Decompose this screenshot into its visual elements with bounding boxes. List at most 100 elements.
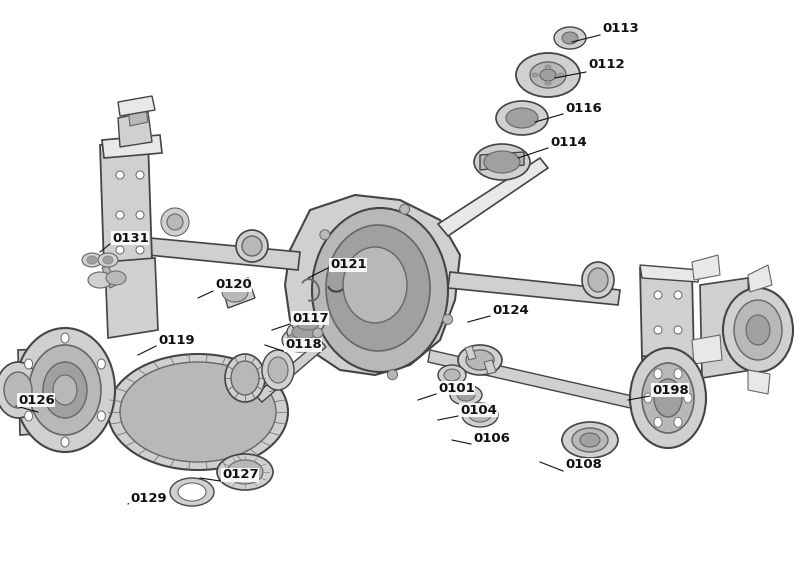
Polygon shape [102, 135, 162, 158]
Ellipse shape [178, 483, 206, 501]
Ellipse shape [654, 326, 662, 334]
Ellipse shape [496, 101, 548, 135]
Ellipse shape [4, 372, 32, 408]
Polygon shape [148, 238, 300, 270]
Ellipse shape [530, 62, 566, 88]
Ellipse shape [43, 362, 87, 418]
Ellipse shape [231, 361, 259, 395]
Ellipse shape [25, 359, 33, 369]
Ellipse shape [540, 69, 556, 81]
Text: 0121: 0121 [330, 259, 366, 271]
Ellipse shape [562, 422, 618, 458]
Polygon shape [448, 272, 620, 305]
Text: 0108: 0108 [565, 459, 602, 472]
Polygon shape [18, 348, 68, 435]
Polygon shape [128, 104, 148, 126]
Ellipse shape [287, 332, 313, 348]
Ellipse shape [562, 32, 578, 44]
Ellipse shape [674, 369, 682, 379]
Ellipse shape [442, 315, 453, 324]
Polygon shape [465, 346, 476, 360]
Ellipse shape [88, 272, 112, 288]
Text: 0113: 0113 [602, 22, 638, 34]
Ellipse shape [516, 53, 580, 97]
Ellipse shape [532, 73, 538, 77]
Ellipse shape [108, 354, 288, 470]
Ellipse shape [558, 73, 564, 77]
Ellipse shape [462, 403, 498, 427]
Ellipse shape [654, 379, 682, 417]
Ellipse shape [61, 437, 69, 447]
Text: 0118: 0118 [285, 339, 322, 352]
Polygon shape [222, 278, 255, 308]
Ellipse shape [506, 108, 538, 128]
Ellipse shape [116, 246, 124, 254]
Ellipse shape [654, 369, 662, 379]
Ellipse shape [320, 230, 330, 240]
Ellipse shape [262, 350, 294, 390]
Ellipse shape [654, 417, 662, 427]
Ellipse shape [630, 348, 706, 448]
Ellipse shape [674, 326, 682, 334]
Ellipse shape [222, 282, 248, 302]
Ellipse shape [236, 230, 268, 262]
Ellipse shape [116, 171, 124, 179]
Polygon shape [105, 258, 158, 338]
Ellipse shape [170, 478, 214, 506]
Polygon shape [748, 370, 770, 394]
Ellipse shape [217, 454, 273, 490]
Ellipse shape [120, 362, 276, 462]
Text: 0104: 0104 [460, 404, 497, 416]
Ellipse shape [297, 318, 319, 330]
Ellipse shape [438, 365, 466, 385]
Ellipse shape [723, 288, 793, 372]
Ellipse shape [474, 144, 530, 180]
Ellipse shape [466, 350, 494, 370]
Ellipse shape [400, 204, 410, 214]
Text: 0129: 0129 [130, 492, 166, 505]
Ellipse shape [582, 262, 614, 298]
Ellipse shape [0, 362, 40, 418]
Ellipse shape [136, 246, 144, 254]
Ellipse shape [674, 417, 682, 427]
Text: 0120: 0120 [215, 279, 252, 292]
Ellipse shape [15, 328, 115, 452]
Ellipse shape [469, 408, 491, 422]
Text: 0127: 0127 [222, 468, 258, 481]
Text: 0126: 0126 [18, 393, 54, 407]
Ellipse shape [484, 151, 520, 173]
Ellipse shape [387, 369, 398, 380]
Ellipse shape [287, 321, 321, 343]
Ellipse shape [98, 253, 118, 267]
Text: 0112: 0112 [588, 58, 625, 71]
Ellipse shape [313, 328, 322, 338]
Ellipse shape [242, 236, 262, 256]
Text: 0198: 0198 [652, 384, 689, 396]
Polygon shape [118, 96, 155, 116]
Ellipse shape [98, 359, 106, 369]
Ellipse shape [106, 271, 126, 285]
Polygon shape [438, 158, 548, 236]
Text: 0124: 0124 [492, 304, 529, 316]
Ellipse shape [580, 433, 600, 447]
Ellipse shape [282, 328, 318, 352]
Polygon shape [640, 268, 694, 360]
Polygon shape [428, 350, 650, 412]
Ellipse shape [545, 65, 551, 69]
Ellipse shape [644, 393, 652, 403]
Polygon shape [700, 278, 752, 378]
Polygon shape [102, 265, 116, 288]
Ellipse shape [588, 268, 608, 292]
Text: 0131: 0131 [112, 231, 149, 244]
Polygon shape [692, 255, 720, 280]
Ellipse shape [268, 357, 288, 383]
Ellipse shape [53, 375, 77, 405]
Ellipse shape [326, 225, 430, 351]
Ellipse shape [734, 300, 782, 360]
Ellipse shape [292, 314, 324, 334]
Polygon shape [640, 265, 700, 282]
Ellipse shape [136, 211, 144, 219]
Ellipse shape [167, 214, 183, 230]
Polygon shape [118, 112, 152, 147]
Text: 0101: 0101 [438, 381, 474, 395]
